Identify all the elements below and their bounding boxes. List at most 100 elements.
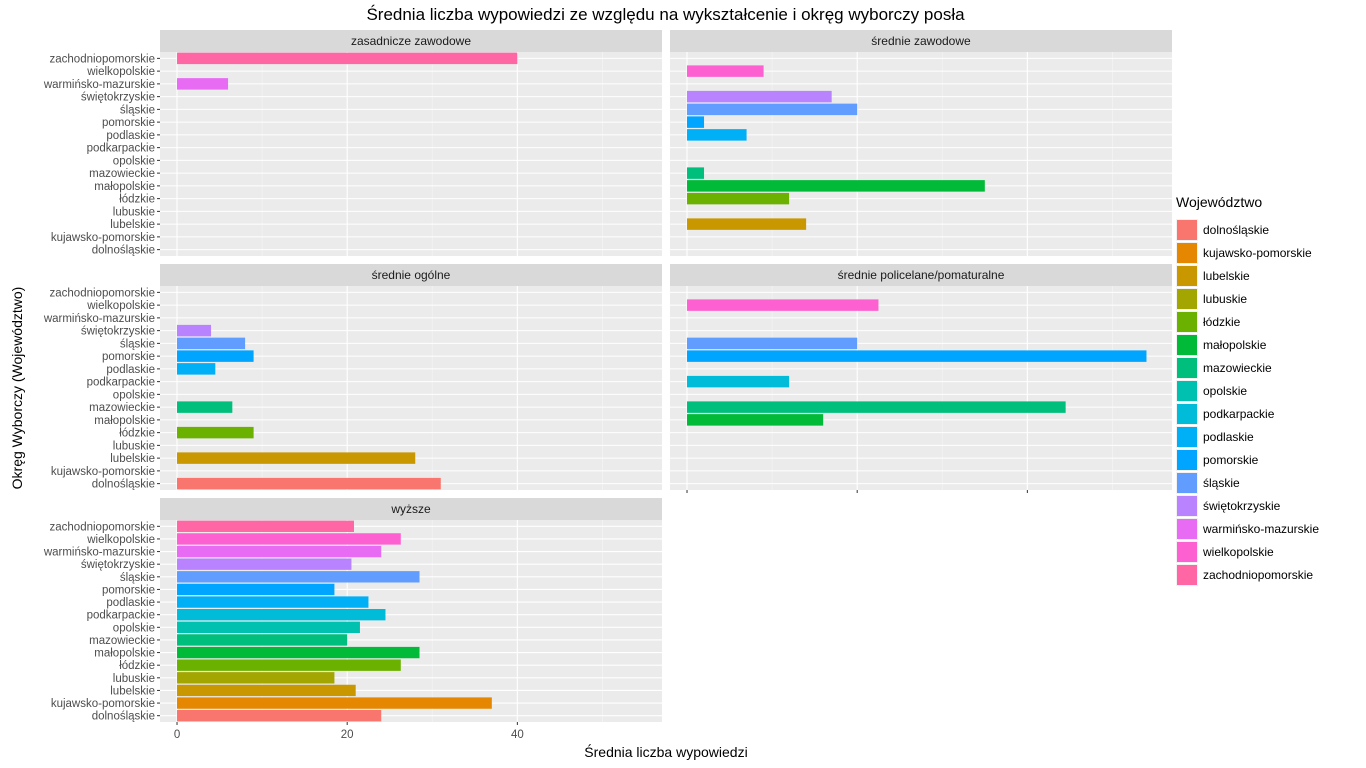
facet-strip-label: wyższe [390,502,431,516]
legend-label: lubelskie [1203,268,1250,283]
legend-swatch [1177,219,1197,240]
y-tick-label: wielkopolskie [86,300,155,312]
bar [687,90,832,103]
y-tick-label: lubelskie [110,453,155,465]
legend-item: podkarpackie [1176,402,1361,425]
legend-label: warmińsko-mazurskie [1203,521,1320,536]
y-tick-label: podlaskie [106,597,155,609]
legend-key [1176,218,1198,241]
facet-panel: średnie policelane/pomaturalne [670,264,1172,493]
legend-key [1176,356,1198,379]
legend-item: kujawsko-pomorskie [1176,241,1361,264]
legend-swatch [1177,311,1197,332]
bar [177,583,335,596]
legend-key [1176,287,1198,310]
legend-key [1176,494,1198,517]
legend-swatch [1177,357,1197,378]
legend-item: wielkopolskie [1176,540,1361,563]
bar [687,299,879,311]
facet-strip [160,498,662,520]
bar [177,477,441,490]
bar [177,558,352,570]
chart-title: Średnia liczba wypowiedzi ze względu na … [366,5,965,24]
legend-item: małopolskie [1176,333,1361,356]
bar [687,375,790,388]
facet-strip [160,264,662,286]
y-tick-label: kujawsko-pomorskie [51,232,155,244]
bar [177,363,216,375]
legend-key [1176,540,1198,563]
y-tick-label: opolskie [113,155,155,167]
y-tick-label: świętokrzyskie [81,326,155,338]
y-tick-label: kujawsko-pomorskie [51,698,155,710]
y-tick-label: małopolskie [94,181,155,193]
y-tick-label: opolskie [113,622,155,634]
legend-item: podlaskie [1176,425,1361,448]
bar [177,697,492,709]
bar [177,609,386,621]
y-tick-label: lubuskie [113,673,155,685]
legend-item: opolskie [1176,379,1361,402]
legend-swatch [1177,242,1197,263]
facet-strip-label: zasadnicze zawodowe [351,34,471,48]
x-tick-label: 20 [341,729,354,741]
bar [177,452,416,464]
y-tick-label: łódzkie [119,194,155,206]
y-tick-label: mazowieckie [89,168,155,180]
legend-swatch [1177,403,1197,424]
facet-strip-label: średnie zawodowe [871,34,971,48]
bar [177,324,212,337]
y-tick-label: mazowieckie [89,635,155,647]
y-tick-label: świętokrzyskie [81,92,155,104]
y-tick-label: śląskie [120,572,155,584]
y-tick-label: podkarpackie [87,610,155,622]
legend-label: pomorskie [1203,452,1259,467]
bar [177,52,518,65]
facet-strip [670,30,1172,52]
x-tick-label: 40 [511,729,524,741]
y-tick-label: pomorskie [102,117,155,129]
bar [177,78,229,90]
legend-item: zachodniopomorskie [1176,563,1361,586]
legend-label: opolskie [1203,383,1248,398]
legend-label: śląskie [1203,475,1240,490]
bar [177,659,401,671]
bar [177,337,246,350]
legend-swatch [1177,472,1197,493]
legend-items: dolnośląskie kujawsko-pomorskie lubelskie l… [1176,218,1361,586]
y-tick-label: warmińsko-mazurskie [43,547,155,559]
legend-label: kujawsko-pomorskie [1203,245,1312,260]
y-tick-label: wielkopolskie [86,66,155,78]
legend-item: lubelskie [1176,264,1361,287]
y-tick-label: pomorskie [102,351,155,363]
legend-swatch [1177,495,1197,516]
y-tick-label: zachodniopomorskie [50,287,155,299]
y-tick-label: podkarpackie [87,377,155,389]
bar [177,672,335,684]
y-tick-label: warmińsko-mazurskie [43,79,155,91]
y-tick-label: lubuskie [113,440,155,452]
bar [177,520,354,532]
facet-strip [670,264,1172,286]
legend-key [1176,517,1198,540]
y-tick-label: zachodniopomorskie [50,53,155,65]
facet-panel: średnie ogólne dolnośląskiekujawsko-pomor… [43,264,662,491]
legend-key [1176,402,1198,425]
legend-item: łódzkie [1176,310,1361,333]
bar [687,350,1147,362]
legend-key [1176,379,1198,402]
legend-label: świętokrzyskie [1203,498,1281,513]
legend-key [1176,471,1198,494]
legend-label: małopolskie [1203,337,1267,352]
y-axis-label: Okręg Wyborczy (Województwo) [9,286,25,490]
legend-item: mazowieckie [1176,356,1361,379]
legend-title: Województwo [1176,194,1263,210]
legend-label: mazowieckie [1203,360,1272,375]
x-axis-label: Średnia liczba wypowiedzi [584,744,748,760]
legend-label: podlaskie [1203,429,1254,444]
y-tick-label: podlaskie [106,130,155,142]
y-tick-label: podlaskie [106,364,155,376]
facet-strip-label: średnie ogólne [372,268,451,282]
y-tick-label: małopolskie [94,415,155,427]
y-tick-label: mazowieckie [89,402,155,414]
